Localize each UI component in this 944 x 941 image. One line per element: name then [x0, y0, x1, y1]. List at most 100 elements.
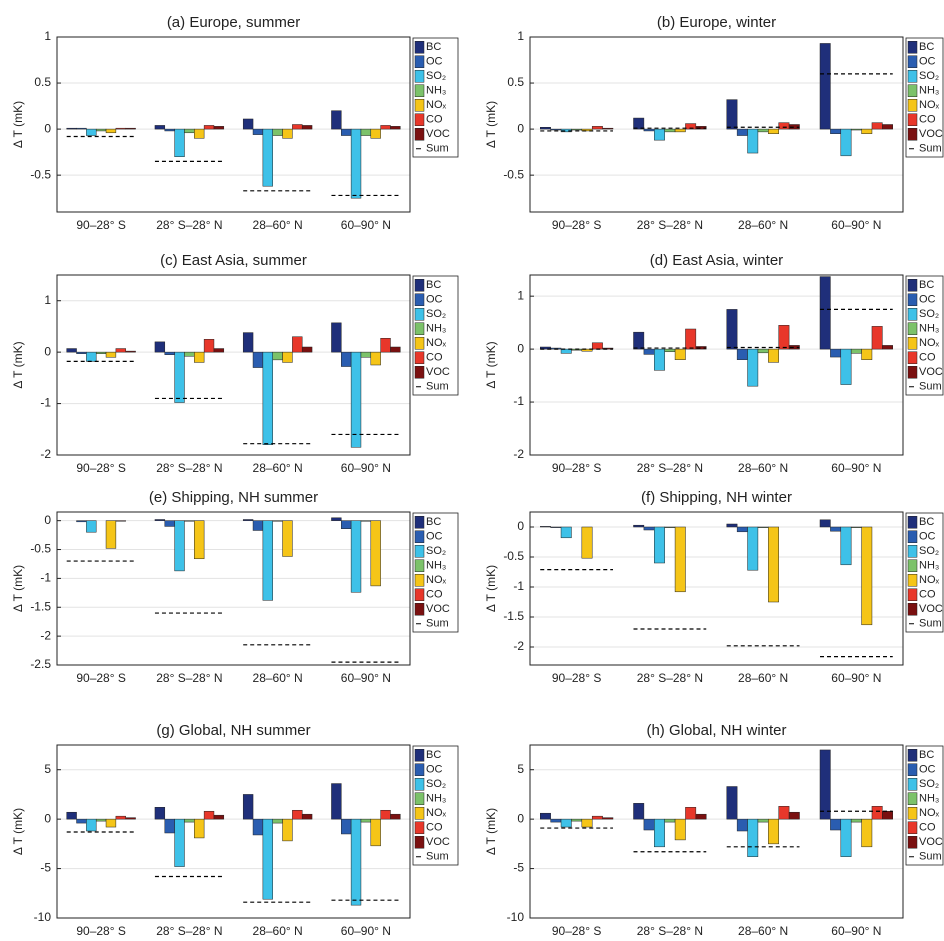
bar: [861, 818, 873, 848]
bar: [695, 813, 707, 820]
bar: [66, 348, 77, 353]
bar: [105, 351, 117, 358]
bar: [778, 325, 790, 350]
bar: [768, 818, 779, 845]
x-tick-label: 90–28° S: [552, 461, 602, 475]
legend-swatch: [414, 128, 425, 141]
bar: [154, 125, 166, 130]
bar: [350, 520, 362, 593]
bar: [262, 128, 273, 187]
legend-label: VOC: [426, 128, 450, 140]
x-tick-label: 28–60° N: [253, 218, 303, 232]
x-tick-label: 60–90° N: [831, 671, 881, 685]
x-tick-label: 60–90° N: [831, 924, 881, 938]
legend-label: VOC: [426, 366, 450, 378]
legend-label: OC: [919, 531, 936, 543]
legend-swatch: [414, 836, 425, 849]
legend-swatch: [907, 84, 918, 97]
bar: [380, 125, 391, 130]
bar: [174, 128, 185, 157]
bar: [154, 519, 166, 521]
x-tick-label: 28° S–28° N: [637, 218, 703, 232]
legend-label: OC: [919, 56, 936, 68]
bar: [292, 809, 303, 820]
y-axis-label: Δ T (mK): [484, 565, 498, 612]
bar: [76, 520, 87, 523]
legend-label: CO: [919, 352, 936, 364]
legend-swatch: [414, 366, 425, 379]
x-tick-label: 28–60° N: [253, 461, 303, 475]
legend-label: SO₂: [426, 778, 446, 790]
bar: [66, 127, 77, 130]
y-tick-label: 0.5: [34, 75, 51, 89]
bar: [272, 351, 283, 361]
bar: [380, 809, 391, 820]
x-tick-label: 28° S–28° N: [156, 461, 222, 475]
bar: [154, 341, 166, 353]
chart-title: (g) Global, NH summer: [156, 722, 310, 739]
bar: [105, 520, 117, 549]
bar: [164, 818, 175, 834]
bar: [105, 128, 117, 134]
legend-swatch: [414, 293, 425, 306]
bar: [819, 276, 831, 350]
bar: [674, 818, 686, 841]
y-tick-label: 5: [517, 762, 524, 776]
bar: [282, 351, 293, 363]
bar: [341, 128, 352, 136]
plot-area: [530, 37, 903, 212]
legend-swatch: [907, 807, 918, 820]
legend-label: BC: [919, 516, 934, 528]
bar: [778, 122, 790, 130]
legend-label: BC: [426, 516, 441, 528]
x-tick-label: 90–28° S: [76, 461, 126, 475]
bar: [203, 125, 215, 130]
bar: [213, 348, 225, 353]
bar: [360, 520, 372, 522]
bar: [581, 818, 593, 828]
legend-label: SO₂: [426, 545, 446, 557]
bar: [850, 128, 862, 131]
bar: [370, 351, 381, 366]
legend-swatch: [907, 749, 918, 762]
legend-swatch: [414, 749, 425, 762]
legend-swatch: [414, 41, 425, 54]
legend-label: Sum: [426, 143, 449, 155]
legend-swatch: [907, 70, 918, 83]
bar: [540, 812, 551, 820]
x-tick-label: 90–28° S: [76, 671, 126, 685]
bar: [643, 818, 655, 831]
bar: [540, 526, 551, 528]
y-tick-label: 0: [517, 341, 524, 355]
bar: [105, 818, 117, 828]
x-tick-label: 28° S–28° N: [156, 218, 222, 232]
bar: [571, 818, 583, 822]
y-tick-label: 1: [517, 288, 524, 302]
bar: [242, 332, 254, 353]
legend-label: VOC: [919, 603, 943, 615]
y-tick-label: 0.5: [507, 75, 524, 89]
x-tick-label: 60–90° N: [341, 671, 391, 685]
bar: [292, 124, 303, 130]
bar: [184, 520, 195, 522]
legend-label: CO: [919, 589, 936, 601]
bar: [819, 519, 831, 528]
bar: [581, 526, 593, 559]
bar: [341, 351, 352, 367]
legend-label: SO₂: [919, 545, 939, 557]
legend-swatch: [414, 99, 425, 112]
bar: [674, 128, 686, 133]
bar: [736, 526, 748, 533]
bar: [882, 124, 893, 130]
x-tick-label: 28° S–28° N: [156, 924, 222, 938]
bar: [643, 128, 655, 132]
bar: [350, 818, 362, 906]
bar: [194, 351, 205, 363]
y-tick-label: -5: [40, 861, 51, 875]
bar: [550, 128, 562, 131]
bar: [380, 338, 391, 353]
bar: [292, 336, 303, 353]
bar: [282, 128, 293, 139]
bar: [840, 128, 852, 157]
legend-label: NH₃: [426, 323, 446, 335]
